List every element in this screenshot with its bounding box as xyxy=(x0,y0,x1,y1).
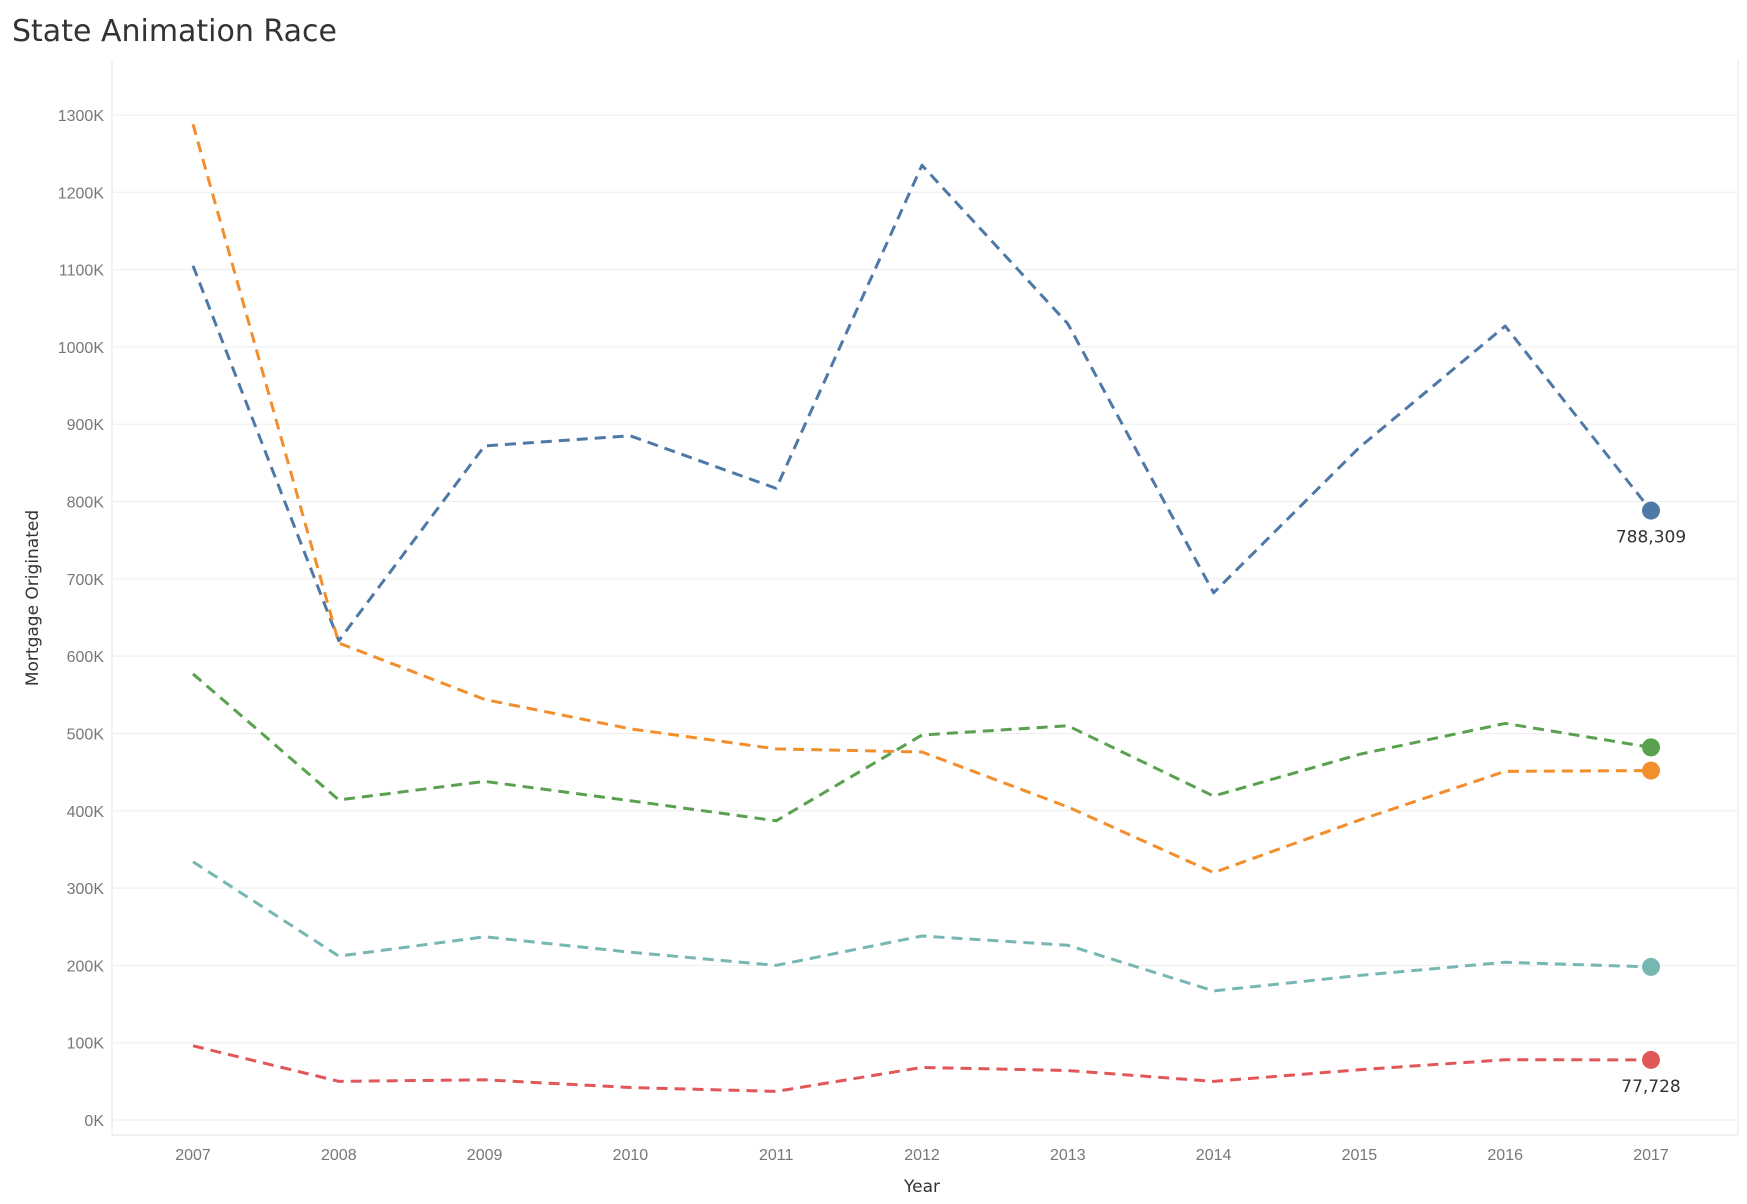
end-value-label: 77,728 xyxy=(1621,1077,1680,1097)
x-tick-label: 2015 xyxy=(1342,1147,1378,1164)
y-tick-label: 1100K xyxy=(59,263,104,280)
y-tick-label: 400K xyxy=(67,804,105,821)
y-axis-title: Mortgage Originated xyxy=(23,510,43,686)
x-tick-label: 2017 xyxy=(1633,1147,1669,1164)
y-tick-label: 100K xyxy=(67,1036,105,1053)
x-axis-title: Year xyxy=(903,1177,940,1197)
y-tick-label: 1300K xyxy=(58,108,105,125)
chart-title: State Animation Race xyxy=(12,14,337,49)
series-line-1 xyxy=(191,163,1653,643)
grid-lines xyxy=(111,60,1739,1136)
end-value-label: 788,309 xyxy=(1616,528,1686,548)
y-tick-label: 800K xyxy=(67,495,105,512)
y-tick-label: 1200K xyxy=(58,185,105,202)
y-tick-label: 600K xyxy=(67,649,105,666)
x-tick-label: 2007 xyxy=(175,1147,211,1164)
x-tick-label: 2008 xyxy=(321,1147,357,1164)
x-tick-label: 2014 xyxy=(1196,1147,1232,1164)
x-axis-ticks: 2007 2008 2009 2010 2011 2012 2013 2014 2015 2016… xyxy=(175,1147,1669,1164)
x-tick-label: 2010 xyxy=(613,1147,649,1164)
y-tick-label: 900K xyxy=(67,417,105,434)
x-tick-label: 2009 xyxy=(467,1147,503,1164)
series-end-labels: 788,309 77,728 xyxy=(1616,528,1686,1097)
y-tick-label: 300K xyxy=(67,881,105,898)
series-lines xyxy=(191,123,1653,1093)
x-tick-label: 2016 xyxy=(1487,1147,1523,1164)
x-tick-label: 2012 xyxy=(904,1147,940,1164)
y-tick-label: 700K xyxy=(67,572,105,589)
x-tick-label: 2011 xyxy=(759,1147,794,1164)
y-tick-label: 200K xyxy=(67,958,105,975)
series-end-dot-4 xyxy=(1642,957,1660,976)
series-end-dot-5 xyxy=(1642,1050,1660,1069)
y-axis-ticks: 0K 100K 200K 300K 400K 500K 600K 700K 800K 900K 10… xyxy=(58,108,105,1130)
series-line-3 xyxy=(192,672,1652,823)
series-line-5 xyxy=(192,1044,1652,1093)
series-line-2 xyxy=(191,123,1652,875)
series-end-dot-2 xyxy=(1642,761,1660,780)
y-tick-label: 1000K xyxy=(58,340,105,357)
series-end-dot-3 xyxy=(1642,738,1660,757)
series-line-4 xyxy=(192,860,1652,993)
y-tick-label: 500K xyxy=(67,726,105,743)
series-end-dot-1 xyxy=(1642,501,1660,520)
series-end-markers xyxy=(1642,501,1660,1069)
x-tick-label: 2013 xyxy=(1050,1147,1086,1164)
y-tick-label: 0K xyxy=(84,1113,104,1130)
